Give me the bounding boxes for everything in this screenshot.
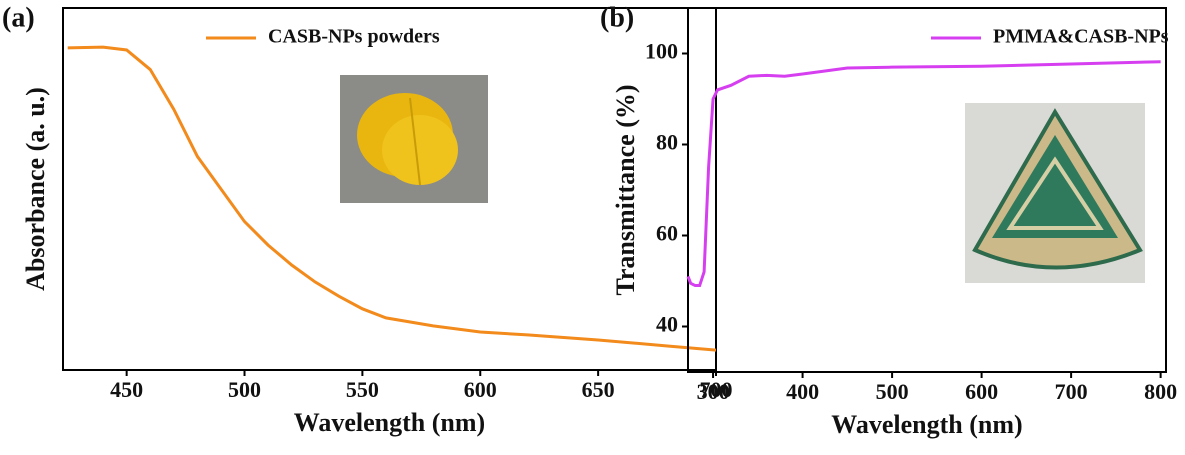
x-tick-label: 600: [464, 377, 497, 402]
x-tick-label: 500: [228, 377, 261, 402]
x-tick-label: 500: [876, 379, 909, 404]
x-tick-label: 800: [1144, 379, 1177, 404]
y-tick-label: 60: [656, 221, 678, 246]
x-tick-label: 650: [582, 377, 615, 402]
y-tick-label: 100: [645, 39, 678, 64]
x-tick-label: 600: [965, 379, 998, 404]
panel-label: (b): [600, 2, 634, 33]
y-axis-label: Transmittance (%): [611, 84, 640, 295]
inset-photo-b: [965, 103, 1145, 283]
x-tick-label: 300: [697, 379, 730, 404]
x-tick-label: 550: [346, 377, 379, 402]
panel-label: (a): [2, 2, 35, 33]
legend-label: CASB-NPs powders: [268, 26, 440, 48]
legend-label: PMMA&CASB-NPs: [993, 26, 1169, 48]
x-tick-label: 400: [786, 379, 819, 404]
x-tick-label: 700: [1055, 379, 1088, 404]
x-axis-label: Wavelength (nm): [831, 410, 1022, 439]
inset-photo-a: [340, 75, 488, 203]
x-tick-label: 450: [110, 377, 143, 402]
y-tick-label: 80: [656, 130, 678, 155]
y-tick-label: 40: [656, 312, 678, 337]
figure: (a) 450 500 550 600 650 700 Wavelength (nm) Abso…: [0, 0, 1185, 450]
y-axis-label: Absorbance (a. u.): [21, 87, 50, 291]
x-axis-label: Wavelength (nm): [294, 408, 485, 437]
